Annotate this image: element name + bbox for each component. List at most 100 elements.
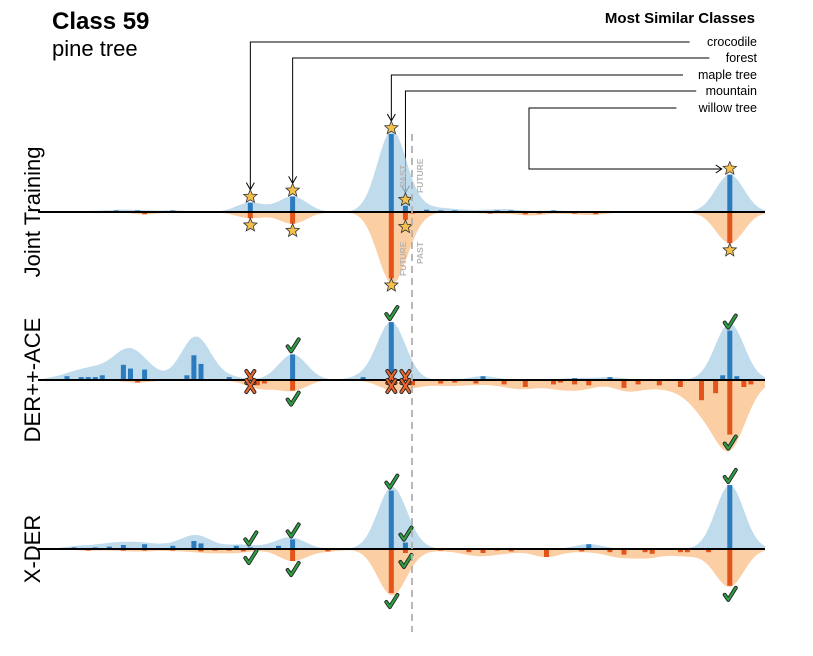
- legend-item-forest: forest: [726, 51, 758, 65]
- star-marker: [722, 242, 738, 257]
- past-bar: [388, 322, 394, 380]
- past-density-area: [38, 130, 765, 212]
- past-bar: [128, 368, 133, 380]
- cross-marker: [245, 378, 256, 394]
- future-bar: [501, 380, 507, 385]
- row-label-der-ace: DER++-ACE: [20, 318, 45, 443]
- future-density-area: [38, 212, 765, 284]
- arrow-head: [715, 164, 723, 174]
- past-bar: [170, 545, 176, 549]
- future-bar: [727, 549, 733, 586]
- future-bar: [142, 212, 148, 215]
- past-bar: [727, 330, 733, 380]
- panel-joint-training: [38, 119, 765, 292]
- future-bar: [452, 380, 458, 383]
- future-bar: [713, 380, 719, 394]
- star-marker: [383, 119, 400, 135]
- past-bar: [727, 485, 733, 549]
- class-subtitle: pine tree: [52, 36, 138, 61]
- past-bar: [191, 355, 197, 380]
- future-bar: [677, 380, 683, 387]
- legend-leader: [292, 57, 710, 184]
- future-bar: [727, 380, 733, 435]
- future-bar: [607, 549, 613, 553]
- future-bar: [402, 549, 408, 553]
- row-label-x-der: X-DER: [20, 515, 45, 583]
- past-label-top: PAST: [398, 164, 408, 187]
- panel-der-ace: [38, 305, 765, 452]
- past-bar: [184, 375, 190, 381]
- past-bar: [586, 544, 592, 549]
- row-label-joint-training: Joint Training: [20, 147, 45, 278]
- future-bar: [254, 380, 260, 386]
- past-bar: [424, 209, 430, 212]
- check-marker: [399, 553, 413, 569]
- future-bar: [388, 212, 394, 279]
- similar-classes-legend: crocodile forest maple tree mountain willow …: [245, 35, 758, 194]
- future-bar: [198, 549, 204, 552]
- future-bar: [473, 380, 479, 384]
- check-marker: [723, 314, 737, 329]
- check-marker: [286, 561, 300, 577]
- past-density-area: [38, 485, 765, 549]
- check-marker: [385, 593, 399, 609]
- future-bar: [579, 549, 585, 552]
- past-density-area: [38, 321, 765, 380]
- future-bar: [325, 549, 331, 552]
- future-bar: [635, 380, 641, 385]
- future-bar: [684, 549, 690, 553]
- future-bar: [642, 549, 648, 553]
- future-bar: [621, 380, 627, 388]
- future-bar: [522, 212, 528, 215]
- past-bar: [720, 375, 726, 381]
- past-bar: [247, 202, 253, 212]
- legend-leader: [390, 74, 683, 121]
- past-bar: [198, 543, 204, 549]
- future-bar: [706, 549, 712, 553]
- panels: PAST FUTURE FUTURE PAST: [38, 119, 765, 632]
- future-bar: [388, 549, 394, 593]
- star-marker: [284, 222, 301, 238]
- legend-item-willow-tree: willow tree: [698, 101, 757, 115]
- future-bar: [621, 549, 627, 555]
- future-bar: [593, 212, 599, 215]
- star-marker: [284, 182, 301, 197]
- past-bar: [402, 205, 408, 212]
- future-label-top: FUTURE: [415, 158, 425, 193]
- future-density-area: [38, 549, 765, 596]
- future-bar: [240, 549, 246, 552]
- future-bar: [572, 380, 578, 385]
- past-bar: [290, 354, 296, 381]
- future-bar: [466, 549, 472, 553]
- past-bar: [290, 539, 296, 549]
- past-bar: [142, 369, 148, 380]
- future-bar: [551, 380, 556, 385]
- star-marker: [383, 277, 400, 292]
- past-bar: [106, 546, 112, 549]
- check-marker: [385, 305, 399, 321]
- past-bar: [607, 377, 613, 380]
- future-label-bottom: FUTURE: [398, 241, 408, 276]
- legend-leader: [404, 90, 697, 193]
- past-bar: [276, 545, 281, 549]
- past-bar: [198, 363, 204, 381]
- future-bar: [558, 380, 563, 383]
- star-marker: [242, 217, 259, 232]
- class-title: Class 59: [52, 8, 150, 35]
- future-bar: [438, 380, 444, 384]
- check-marker: [723, 435, 737, 450]
- future-bar: [656, 380, 662, 386]
- check-marker: [399, 526, 413, 541]
- future-bar: [290, 549, 296, 561]
- star-marker: [722, 160, 738, 176]
- past-bar: [233, 545, 239, 549]
- title-block: Class 59 pine tree: [52, 8, 149, 62]
- cross-marker: [386, 378, 397, 394]
- check-marker: [385, 474, 399, 489]
- future-bar: [649, 549, 655, 554]
- past-bar: [85, 377, 91, 380]
- past-bar: [120, 364, 126, 380]
- star-marker: [242, 188, 259, 204]
- future-bar: [727, 212, 733, 244]
- future-bar: [290, 380, 296, 391]
